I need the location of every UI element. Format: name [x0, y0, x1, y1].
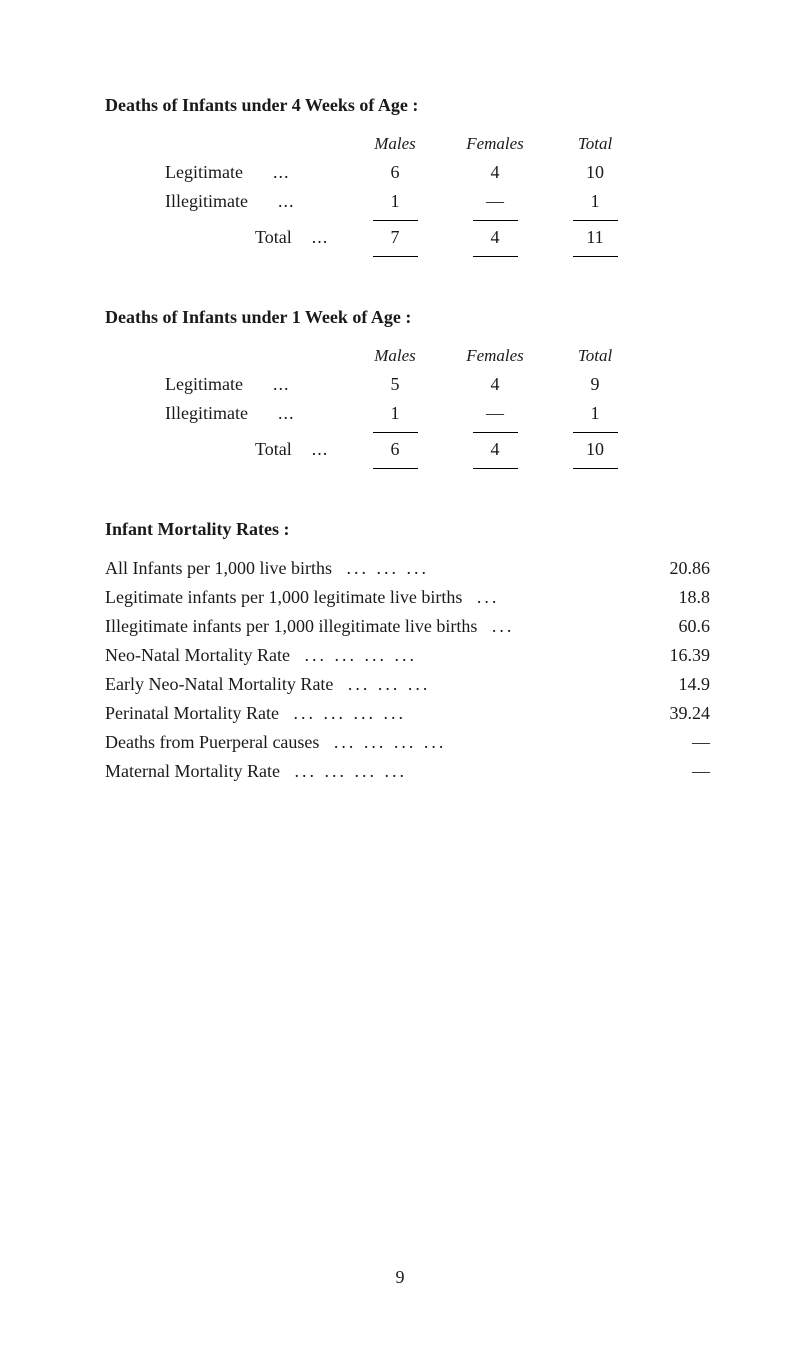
table2-header-total: Total	[545, 346, 645, 366]
rate-value: 39.24	[630, 703, 710, 724]
rate-label: Legitimate infants per 1,000 legitimate …	[105, 587, 630, 608]
rate-value: 18.8	[630, 587, 710, 608]
rate-dots: ... ... ...	[348, 674, 431, 694]
rate-label: Neo-Natal Mortality Rate ... ... ... ...	[105, 645, 630, 666]
table1-divider-bottom	[165, 256, 645, 257]
table2-total-total: 10	[545, 439, 645, 460]
table2-row1-total: 1	[545, 403, 645, 424]
table2-header-females: Females	[445, 346, 545, 366]
table2-row0-males: 5	[345, 374, 445, 395]
table2-header-row: Males Females Total	[165, 346, 645, 366]
table2-total-males: 6	[345, 439, 445, 460]
table-row: Legitimate 5 4 9	[165, 374, 645, 395]
table1-title: Deaths of Infants under 4 Weeks of Age :	[105, 95, 710, 116]
rate-row: Legitimate infants per 1,000 legitimate …	[105, 587, 710, 608]
rate-label-text: Deaths from Puerperal causes	[105, 732, 319, 752]
infant-mortality-rates: Infant Mortality Rates : All Infants per…	[105, 519, 710, 782]
table-row: Legitimate 6 4 10	[165, 162, 645, 183]
rate-dots: ... ... ... ...	[304, 645, 417, 665]
table2-header-spacer	[165, 346, 345, 366]
rates-title: Infant Mortality Rates :	[105, 519, 710, 540]
rate-label: Maternal Mortality Rate ... ... ... ...	[105, 761, 630, 782]
table1-header-row: Males Females Total	[165, 134, 645, 154]
rate-row: All Infants per 1,000 live births ... ..…	[105, 558, 710, 579]
rate-label-text: Illegitimate infants per 1,000 illegitim…	[105, 616, 477, 636]
table2-divider-top	[165, 432, 645, 433]
table1-divider-top	[165, 220, 645, 221]
rate-value: 14.9	[630, 674, 710, 695]
table2-title: Deaths of Infants under 1 Week of Age :	[105, 307, 710, 328]
table1-row1-label: Illegitimate	[165, 191, 345, 212]
table2-row1-males: 1	[345, 403, 445, 424]
table1-header-males: Males	[345, 134, 445, 154]
rate-label-text: Early Neo-Natal Mortality Rate	[105, 674, 333, 694]
rate-label-text: All Infants per 1,000 live births	[105, 558, 332, 578]
rate-label: Early Neo-Natal Mortality Rate ... ... .…	[105, 674, 630, 695]
rate-row: Deaths from Puerperal causes ... ... ...…	[105, 732, 710, 753]
table1-total-label: Total	[165, 227, 345, 248]
rate-row: Illegitimate infants per 1,000 illegitim…	[105, 616, 710, 637]
table1-header-total: Total	[545, 134, 645, 154]
table2-row1-females: —	[445, 403, 545, 424]
rate-label: Perinatal Mortality Rate ... ... ... ...	[105, 703, 630, 724]
table2-row0-total: 9	[545, 374, 645, 395]
table2-divider-bottom	[165, 468, 645, 469]
table-row: Illegitimate 1 — 1	[165, 191, 645, 212]
page-number: 9	[396, 1267, 405, 1288]
rate-value: 60.6	[630, 616, 710, 637]
table1-row1-females: —	[445, 191, 545, 212]
table2-row1-label: Illegitimate	[165, 403, 345, 424]
table2-total-row: Total 6 4 10	[165, 439, 645, 460]
rate-label: All Infants per 1,000 live births ... ..…	[105, 558, 630, 579]
rate-row: Perinatal Mortality Rate ... ... ... ...…	[105, 703, 710, 724]
table1-header-females: Females	[445, 134, 545, 154]
table1-total-females: 4	[445, 227, 545, 248]
table2-total-label: Total	[165, 439, 345, 460]
table1-container: Males Females Total Legitimate 6 4 10 Il…	[165, 134, 645, 257]
rate-label: Deaths from Puerperal causes ... ... ...…	[105, 732, 630, 753]
rate-dots: ...	[492, 616, 515, 636]
rate-dots: ... ... ... ...	[294, 761, 407, 781]
table1-row0-females: 4	[445, 162, 545, 183]
rate-value: 16.39	[630, 645, 710, 666]
table1-row1-total: 1	[545, 191, 645, 212]
rate-dots: ... ... ... ...	[293, 703, 406, 723]
table2-container: Males Females Total Legitimate 5 4 9 Ill…	[165, 346, 645, 469]
rate-dots: ... ... ... ...	[334, 732, 447, 752]
rate-dots: ...	[477, 587, 500, 607]
table-deaths-4-weeks: Deaths of Infants under 4 Weeks of Age :…	[105, 95, 710, 257]
table2-header-males: Males	[345, 346, 445, 366]
rate-label-text: Neo-Natal Mortality Rate	[105, 645, 290, 665]
rate-value: —	[630, 761, 710, 782]
table1-total-row: Total 7 4 11	[165, 227, 645, 248]
rate-row: Maternal Mortality Rate ... ... ... ... …	[105, 761, 710, 782]
rate-value: —	[630, 732, 710, 753]
table1-total-total: 11	[545, 227, 645, 248]
table1-total-males: 7	[345, 227, 445, 248]
table1-row0-males: 6	[345, 162, 445, 183]
table2-row0-females: 4	[445, 374, 545, 395]
table2-total-females: 4	[445, 439, 545, 460]
rate-label-text: Perinatal Mortality Rate	[105, 703, 279, 723]
table1-row0-label: Legitimate	[165, 162, 345, 183]
rate-dots: ... ... ...	[346, 558, 429, 578]
table1-header-spacer	[165, 134, 345, 154]
rate-label-text: Legitimate infants per 1,000 legitimate …	[105, 587, 462, 607]
rate-label-text: Maternal Mortality Rate	[105, 761, 280, 781]
table-row: Illegitimate 1 — 1	[165, 403, 645, 424]
rate-value: 20.86	[630, 558, 710, 579]
table-deaths-1-week: Deaths of Infants under 1 Week of Age : …	[105, 307, 710, 469]
rate-row: Early Neo-Natal Mortality Rate ... ... .…	[105, 674, 710, 695]
rate-row: Neo-Natal Mortality Rate ... ... ... ...…	[105, 645, 710, 666]
table2-row0-label: Legitimate	[165, 374, 345, 395]
table1-row1-males: 1	[345, 191, 445, 212]
table1-row0-total: 10	[545, 162, 645, 183]
rate-label: Illegitimate infants per 1,000 illegitim…	[105, 616, 630, 637]
